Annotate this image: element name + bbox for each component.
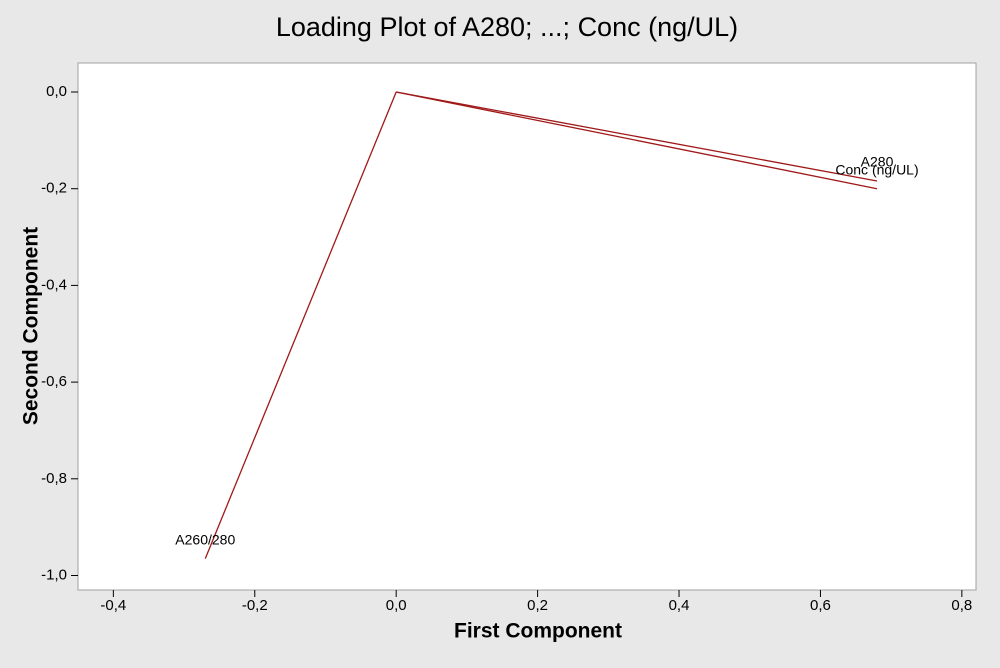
point-label: A260/280	[175, 531, 235, 547]
chart-title: Loading Plot of A280; ...; Conc (ng/UL)	[276, 12, 738, 42]
loading-vector	[396, 91, 878, 182]
y-tick-label: -1,0	[41, 566, 67, 583]
x-tick-label: 0,6	[810, 597, 831, 614]
x-axis-label: First Component	[454, 620, 622, 643]
y-tick-label: 0,0	[46, 83, 67, 100]
x-tick-label: 0,2	[527, 597, 548, 614]
y-tick-label: -0,8	[41, 470, 67, 487]
x-tick-label: 0,8	[951, 597, 972, 614]
plot-area	[77, 62, 977, 591]
loading-vector	[396, 91, 878, 190]
x-tick-label: 0,4	[669, 597, 690, 614]
y-tick-label: -0,6	[41, 373, 67, 390]
point-label: A280	[861, 154, 894, 170]
x-tick-label: -0,2	[242, 597, 268, 614]
x-tick-label: 0,0	[386, 597, 407, 614]
y-tick-label: -0,2	[41, 180, 67, 197]
point-label: Conc (ng/UL)	[835, 161, 918, 177]
y-axis-label: Second Component	[20, 227, 43, 425]
y-tick-label: -0,4	[41, 276, 67, 293]
loading-vector	[204, 91, 397, 559]
x-tick-label: -0,4	[100, 597, 126, 614]
